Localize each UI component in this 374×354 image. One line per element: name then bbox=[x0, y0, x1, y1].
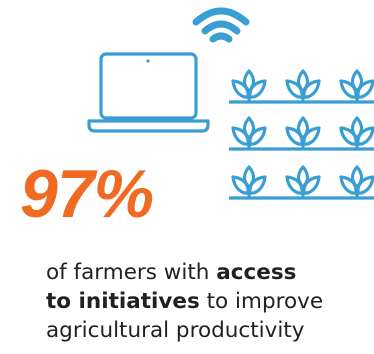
wheat-icon bbox=[339, 116, 374, 149]
wheat-field bbox=[229, 69, 374, 200]
wheat-icon bbox=[231, 165, 267, 198]
wheat-icon bbox=[285, 116, 321, 149]
caption-emphasis: to initiatives bbox=[46, 289, 200, 314]
illustration bbox=[87, 7, 374, 200]
wheat-icon bbox=[285, 165, 321, 198]
caption-text: agricultural productivity bbox=[46, 318, 305, 343]
wheat-icon bbox=[339, 165, 374, 198]
caption-text: of farmers with bbox=[46, 260, 217, 285]
caption: of farmers with access to initiatives to… bbox=[46, 258, 374, 345]
wifi-icon bbox=[192, 7, 250, 43]
wheat-icon bbox=[231, 116, 267, 149]
laptop-icon bbox=[87, 52, 210, 133]
caption-text: to improve bbox=[199, 289, 324, 314]
wheat-icon bbox=[339, 69, 374, 102]
wheat-icon bbox=[231, 69, 267, 102]
stat-value: 97% bbox=[20, 156, 154, 232]
caption-emphasis: access bbox=[216, 260, 297, 285]
wheat-icon bbox=[285, 69, 321, 102]
